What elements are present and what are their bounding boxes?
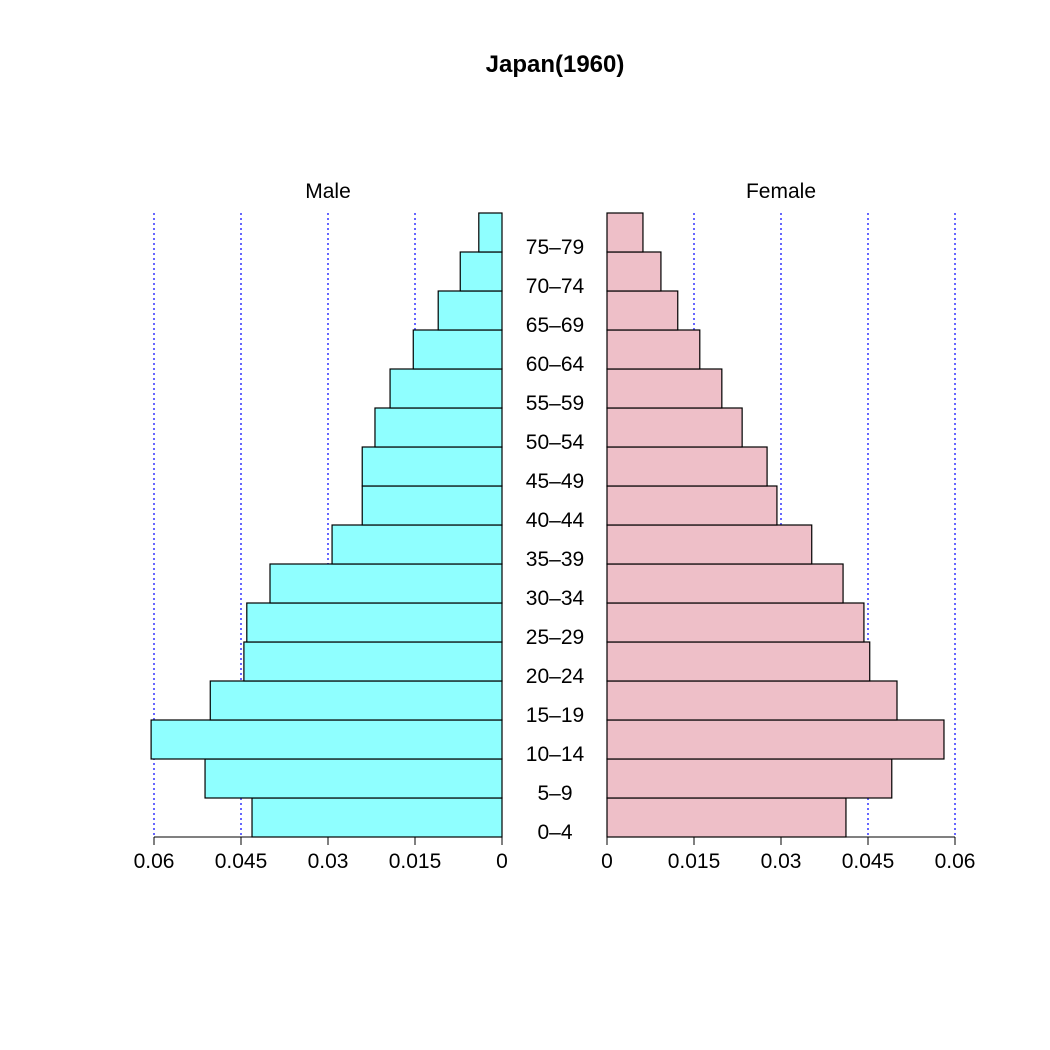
age-group-label: 70–74 xyxy=(526,275,585,298)
age-group-label: 20–24 xyxy=(526,665,585,688)
male-bar xyxy=(269,563,503,604)
age-group-label: 35–39 xyxy=(526,548,584,571)
age-group-label: 65–69 xyxy=(526,314,584,337)
male-bar xyxy=(361,485,503,526)
male-bar xyxy=(204,758,503,799)
male-bar xyxy=(361,446,503,487)
female-panel-label: Female xyxy=(746,180,816,203)
male-panel-label: Male xyxy=(305,180,351,203)
male-tick-label: 0 xyxy=(496,850,508,873)
female-bar xyxy=(606,641,871,682)
female-tick-label: 0.045 xyxy=(842,850,895,873)
age-group-label: 75–79 xyxy=(526,236,584,259)
female-bar xyxy=(606,758,893,799)
age-group-label: 25–29 xyxy=(526,626,584,649)
age-group-label: 5–9 xyxy=(537,782,572,805)
male-bar xyxy=(437,290,503,331)
female-tick-label: 0.03 xyxy=(761,850,802,873)
male-bar xyxy=(209,680,503,721)
female-bar xyxy=(606,290,679,331)
age-group-label: 15–19 xyxy=(526,704,584,727)
female-bar xyxy=(606,563,844,604)
female-tick-label: 0.015 xyxy=(668,850,721,873)
age-group-label: 55–59 xyxy=(526,392,584,415)
female-bar xyxy=(606,680,898,721)
female-bar xyxy=(606,485,778,526)
female-bar xyxy=(606,251,662,292)
female-bar xyxy=(606,446,768,487)
male-bar xyxy=(331,524,503,565)
age-group-label: 0–4 xyxy=(537,821,572,844)
female-tick-label: 0.06 xyxy=(935,850,976,873)
male-bar xyxy=(243,641,503,682)
female-bar xyxy=(606,407,743,448)
male-bar xyxy=(374,407,503,448)
female-bar xyxy=(606,329,701,370)
male-bar xyxy=(389,368,503,409)
male-bar xyxy=(459,251,503,292)
chart-title: Japan(1960) xyxy=(486,51,625,78)
female-bar xyxy=(606,602,865,643)
age-group-label: 45–49 xyxy=(526,470,584,493)
male-bar xyxy=(246,602,503,643)
female-bar xyxy=(606,719,945,760)
female-tick-label: 0 xyxy=(601,850,613,873)
age-group-label: 50–54 xyxy=(526,431,585,454)
age-group-label: 10–14 xyxy=(526,743,585,766)
male-tick-label: 0.045 xyxy=(215,850,268,873)
age-group-label: 30–34 xyxy=(526,587,585,610)
female-bar xyxy=(606,212,644,253)
male-bar xyxy=(478,212,503,253)
age-group-label: 40–44 xyxy=(526,509,585,532)
male-bar xyxy=(412,329,503,370)
male-tick-label: 0.015 xyxy=(389,850,442,873)
male-tick-label: 0.06 xyxy=(134,850,175,873)
male-bar xyxy=(251,797,503,838)
female-bar xyxy=(606,797,847,838)
male-tick-label: 0.03 xyxy=(308,850,349,873)
female-bar xyxy=(606,368,723,409)
male-bar xyxy=(150,719,503,760)
female-bar xyxy=(606,524,813,565)
age-group-label: 60–64 xyxy=(526,353,585,376)
